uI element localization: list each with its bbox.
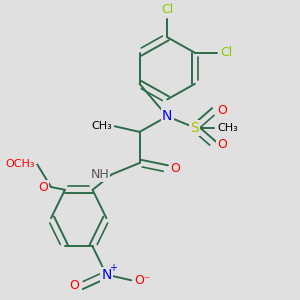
Text: OCH₃: OCH₃ [5,159,34,170]
Text: Cl: Cl [161,3,173,16]
Text: O: O [170,162,180,175]
Text: N: N [162,110,172,123]
Text: CH₃: CH₃ [217,123,238,133]
Text: Cl: Cl [220,46,232,59]
Text: +: + [109,262,117,272]
Text: O: O [69,279,79,292]
Text: NH: NH [90,168,109,181]
Text: CH₃: CH₃ [91,121,112,131]
Text: O: O [217,104,227,117]
Text: N: N [101,268,112,282]
Text: S: S [190,121,199,135]
Text: O⁻: O⁻ [134,274,151,287]
Text: O: O [38,181,48,194]
Text: O: O [217,138,227,151]
